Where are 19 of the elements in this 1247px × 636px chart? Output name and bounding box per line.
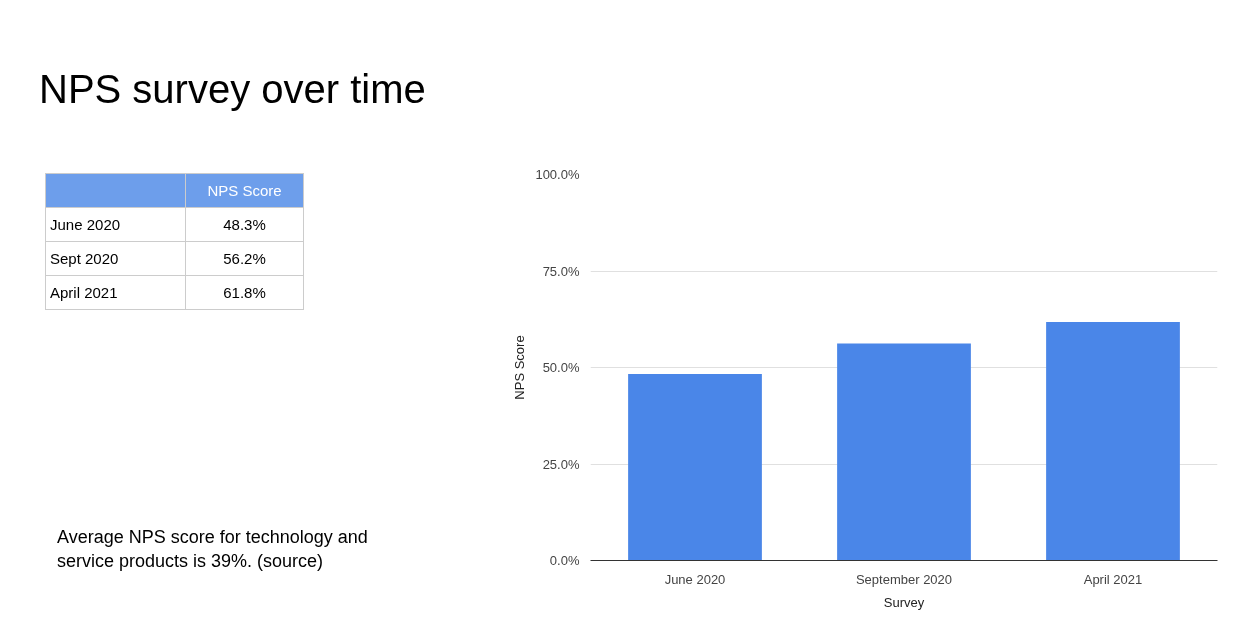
category-label: April 2021 (45, 275, 186, 310)
y-tick-label: 0.0% (549, 553, 580, 568)
x-axis-title: Survey (883, 594, 925, 610)
category-label: Sept 2020 (45, 241, 186, 276)
text: 56.2% (223, 249, 266, 267)
y-tick-label: 25.0% (542, 456, 580, 472)
y-axis-title: NPS Score (512, 335, 528, 400)
text: Average NPS score for technology and service products is 39%. (source) (57, 526, 369, 573)
y-tick-label: 100.0% (535, 167, 580, 182)
x-tick-label: April 2021 (1083, 571, 1143, 587)
text: 61.8% (223, 283, 266, 301)
x-tick-label: September 2020 (855, 571, 953, 587)
text: 48.3% (223, 215, 266, 233)
x-tick-label: June 2020 (664, 571, 726, 587)
text: NPS survey over time (39, 66, 426, 113)
text: NPS Score (185, 173, 304, 208)
y-tick-label: 50.0% (542, 360, 580, 375)
y-tick-label: 75.0% (542, 263, 580, 279)
category-label: June 2020 (45, 207, 186, 242)
